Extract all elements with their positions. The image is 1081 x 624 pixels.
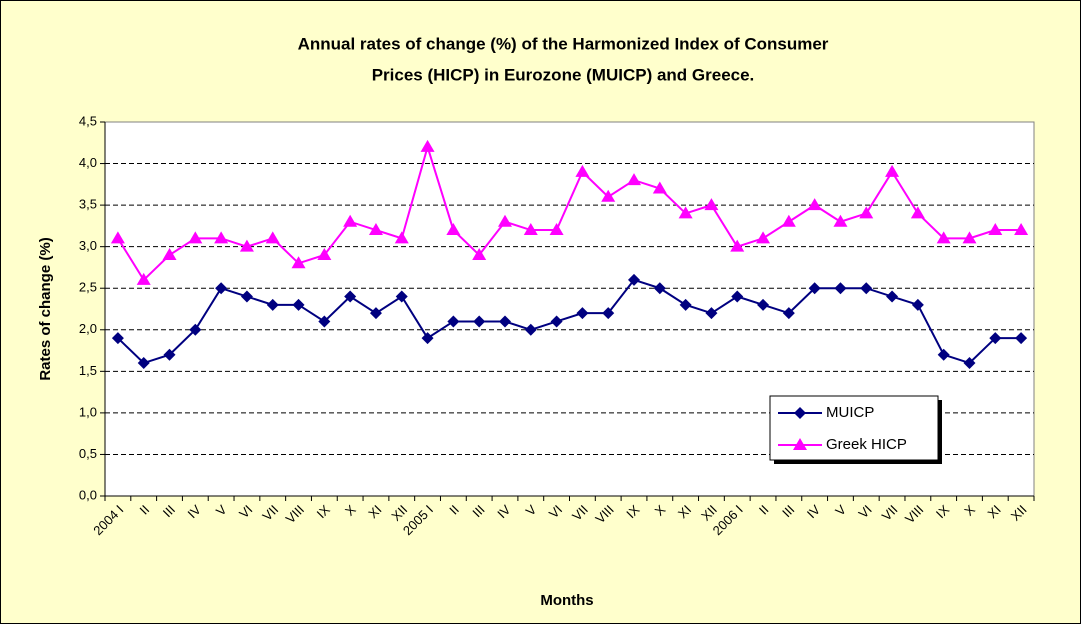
marker <box>731 290 744 303</box>
marker <box>446 223 461 236</box>
marker <box>420 139 435 152</box>
marker <box>369 307 382 320</box>
marker <box>911 298 924 311</box>
x-axis-title: Months <box>540 592 593 609</box>
marker <box>137 357 150 370</box>
marker <box>704 198 719 211</box>
marker <box>291 256 306 269</box>
marker <box>318 315 331 328</box>
marker <box>524 323 537 336</box>
marker <box>807 198 822 211</box>
marker <box>808 282 821 295</box>
y-tick-label: 4,0 <box>79 155 97 170</box>
marker <box>343 214 358 227</box>
marker <box>240 290 253 303</box>
marker <box>781 214 796 227</box>
marker <box>265 231 280 244</box>
marker <box>1015 332 1028 345</box>
legend-label: MUICP <box>826 404 874 421</box>
marker <box>834 282 847 295</box>
marker <box>601 189 616 202</box>
marker <box>678 206 693 219</box>
legend-label: Greek HICP <box>826 436 907 453</box>
marker <box>963 357 976 370</box>
marker <box>860 282 873 295</box>
marker <box>498 315 511 328</box>
marker <box>988 223 1003 236</box>
marker <box>679 298 692 311</box>
marker <box>214 231 229 244</box>
y-tick-label: 3,0 <box>79 238 97 253</box>
marker <box>473 315 486 328</box>
marker <box>833 214 848 227</box>
marker <box>447 315 460 328</box>
marker <box>368 223 383 236</box>
marker <box>962 231 977 244</box>
marker <box>394 231 409 244</box>
marker <box>859 206 874 219</box>
y-tick-label: 2,0 <box>79 321 97 336</box>
marker <box>782 307 795 320</box>
marker <box>472 247 487 260</box>
marker <box>292 298 305 311</box>
marker <box>163 348 176 361</box>
chart-title: Prices (HICP) in Eurozone (MUICP) and Gr… <box>372 65 755 84</box>
marker <box>886 290 899 303</box>
y-tick-label: 1,0 <box>79 404 97 419</box>
marker <box>705 307 718 320</box>
marker <box>239 239 254 252</box>
marker <box>110 231 125 244</box>
marker <box>628 273 641 286</box>
marker <box>794 407 806 419</box>
marker <box>757 298 770 311</box>
marker <box>266 298 279 311</box>
marker <box>989 332 1002 345</box>
marker <box>627 173 642 186</box>
marker <box>523 223 538 236</box>
marker <box>549 223 564 236</box>
marker <box>602 307 615 320</box>
marker <box>936 231 951 244</box>
marker <box>189 323 202 336</box>
marker <box>1014 223 1029 236</box>
marker <box>550 315 563 328</box>
marker <box>576 307 589 320</box>
marker <box>344 290 357 303</box>
y-tick-label: 0,5 <box>79 446 97 461</box>
marker <box>910 206 925 219</box>
marker <box>162 247 177 260</box>
marker <box>136 272 151 285</box>
marker <box>652 181 667 194</box>
y-tick-label: 0,0 <box>79 487 97 502</box>
y-tick-label: 3,5 <box>79 197 97 212</box>
marker <box>653 282 666 295</box>
marker <box>793 438 807 450</box>
marker <box>885 164 900 177</box>
marker <box>395 290 408 303</box>
y-tick-label: 1,5 <box>79 363 97 378</box>
marker <box>317 247 332 260</box>
marker <box>756 231 771 244</box>
marker <box>937 348 950 361</box>
chart-title: Annual rates of change (%) of the Harmon… <box>298 34 829 53</box>
marker <box>575 164 590 177</box>
y-tick-label: 2,5 <box>79 280 97 295</box>
marker <box>730 239 745 252</box>
marker <box>188 231 203 244</box>
marker <box>421 332 434 345</box>
y-axis-title: Rates of change (%) <box>37 237 54 380</box>
marker <box>111 332 124 345</box>
y-tick-label: 4,5 <box>79 113 97 128</box>
marker <box>215 282 228 295</box>
marker <box>497 214 512 227</box>
